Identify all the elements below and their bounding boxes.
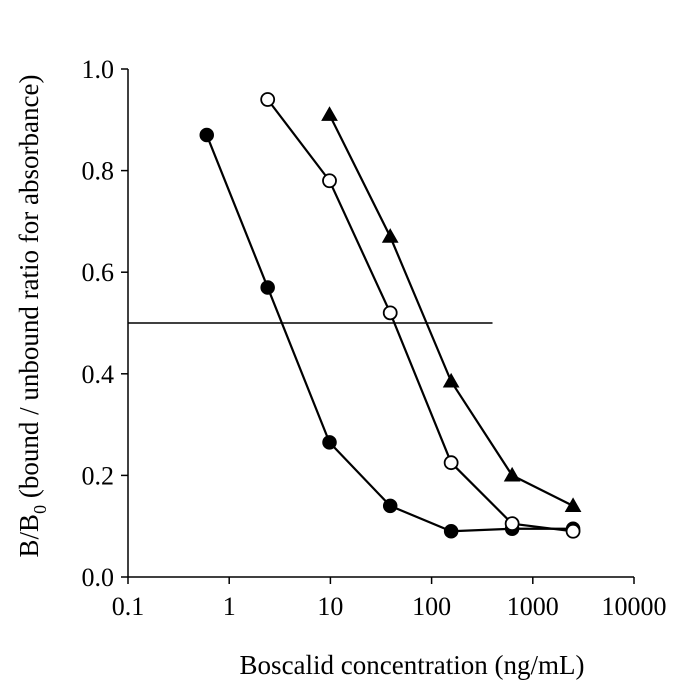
data-point-filled-circle (382, 498, 398, 514)
data-point-filled-circle (199, 127, 214, 143)
data-point-filled-triangle (503, 466, 521, 482)
y-axis-title-rest: (bound / unbound ratio for absorbance) (14, 75, 44, 505)
y-axis-title-subscript: 0 (30, 505, 50, 514)
y-axis-title-main: B/B (14, 514, 44, 558)
data-point-open-circle (443, 455, 459, 471)
data-point-open-circle (260, 92, 276, 107)
series-filled-triangle (321, 106, 582, 513)
y-axis-title: B/B0 (bound / unbound ratio for absorban… (14, 75, 50, 558)
plot-area (128, 92, 582, 539)
data-point-open-circle (504, 516, 520, 532)
x-tick-label: 100 (412, 592, 451, 621)
series-line (328, 114, 574, 507)
x-tick-label: 1000 (507, 592, 559, 621)
y-tick-label: 0.6 (82, 258, 115, 287)
data-point-filled-triangle (442, 372, 460, 388)
x-tick-label: 10 (317, 592, 343, 621)
data-point-open-circle (382, 305, 398, 321)
series-open-circle (260, 92, 581, 539)
y-tick-label: 1.0 (82, 55, 115, 84)
data-point-filled-circle (260, 280, 275, 295)
data-point-filled-triangle (321, 106, 338, 121)
y-tick-label: 0.4 (82, 360, 115, 389)
x-axis-title: Boscalid concentration (ng/mL) (240, 650, 585, 680)
data-point-open-circle (322, 173, 337, 189)
axes: 0.0 0.2 0.4 0.6 0.8 1.0 0.1 1 10 100 1000 10000 (82, 55, 667, 621)
y-tick-label: 0.0 (82, 563, 115, 592)
data-point-open-circle (565, 523, 581, 539)
series-filled-circle (199, 127, 581, 539)
series-line (266, 98, 574, 533)
data-point-filled-triangle (564, 497, 582, 513)
y-tick-label: 0.2 (82, 461, 115, 490)
data-point-filled-triangle (381, 228, 399, 243)
data-point-filled-circle (322, 435, 337, 450)
x-tick-label: 1 (223, 592, 236, 621)
x-tick-label: 10000 (602, 592, 667, 621)
series-line (205, 134, 574, 533)
data-point-filled-circle (443, 524, 459, 539)
x-tick-label: 0.1 (112, 592, 145, 621)
y-tick-label: 0.8 (82, 157, 115, 186)
